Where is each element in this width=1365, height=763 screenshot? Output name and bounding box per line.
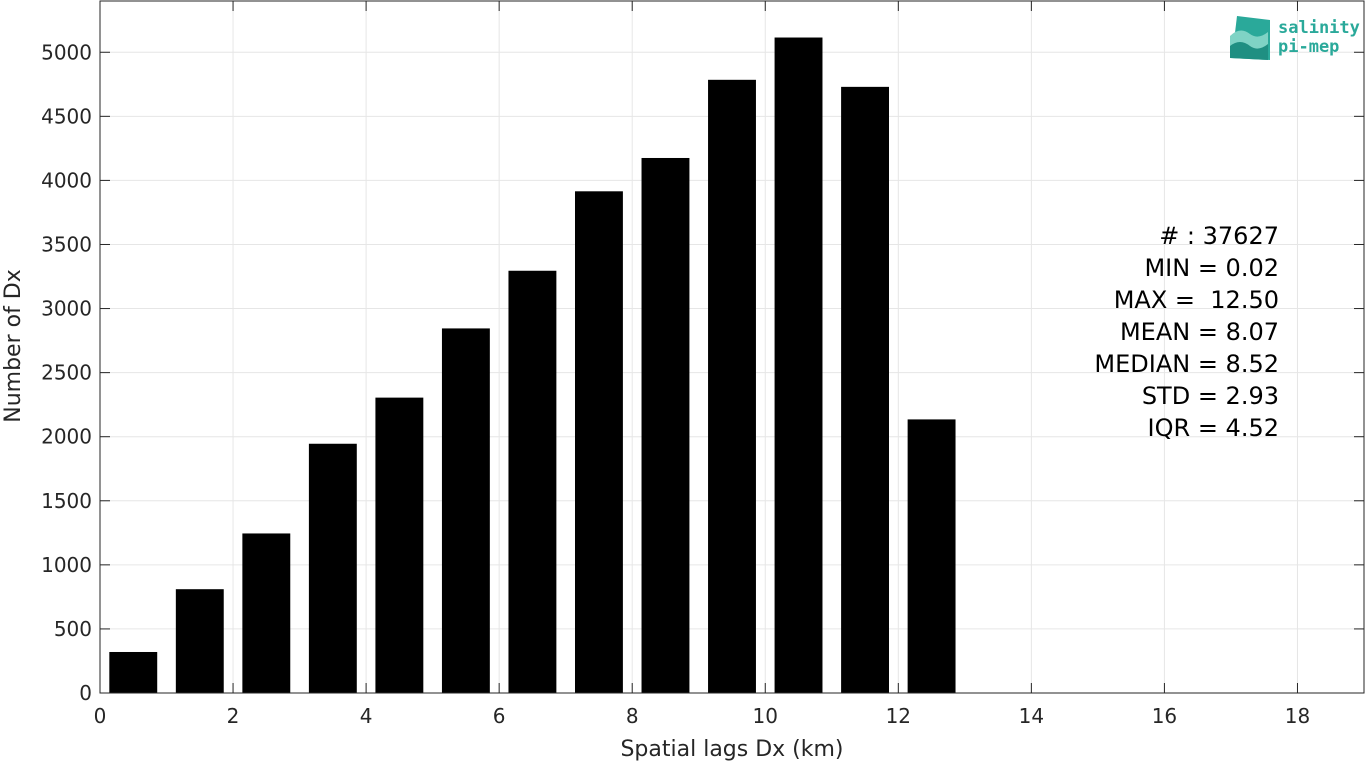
x-tick-label: 8 bbox=[626, 704, 639, 728]
histogram-bar bbox=[375, 397, 424, 693]
y-tick-label: 1500 bbox=[41, 489, 92, 513]
x-tick-label: 12 bbox=[886, 704, 911, 728]
histogram-bar bbox=[441, 328, 490, 693]
histogram-bar bbox=[574, 191, 623, 694]
histogram-bar bbox=[841, 86, 890, 694]
statistic-line: # : 37627 bbox=[1159, 222, 1279, 250]
y-tick-label: 2000 bbox=[41, 425, 92, 449]
y-axis-label: Number of Dx bbox=[1, 269, 26, 423]
logo-line-1: salinity bbox=[1278, 18, 1360, 38]
histogram-bar bbox=[907, 419, 956, 693]
y-tick-label: 500 bbox=[54, 617, 92, 641]
histogram-bar bbox=[308, 443, 357, 693]
bars bbox=[109, 37, 956, 694]
histogram-bar bbox=[175, 589, 224, 693]
histogram-bar bbox=[242, 533, 291, 693]
x-tick-label: 14 bbox=[1019, 704, 1044, 728]
y-tick-label: 4000 bbox=[41, 168, 92, 192]
x-tick-label: 6 bbox=[493, 704, 506, 728]
x-tick-label: 0 bbox=[94, 704, 107, 728]
statistic-line: MEAN = 8.07 bbox=[1120, 318, 1279, 346]
statistic-line: MAX = 12.50 bbox=[1114, 286, 1279, 314]
y-tick-label: 3000 bbox=[41, 297, 92, 321]
x-tick-labels: 0 2 4 6 8 10 12 14 16 18 bbox=[94, 704, 1311, 728]
salinity-pi-mep-logo: salinity pi-mep bbox=[1230, 16, 1360, 60]
x-tick-label: 10 bbox=[753, 704, 778, 728]
x-tick-label: 4 bbox=[360, 704, 373, 728]
histogram-bar bbox=[774, 37, 823, 694]
histogram-bar bbox=[708, 79, 756, 694]
x-tick-label: 16 bbox=[1152, 704, 1177, 728]
y-tick-labels: 0 500 1000 1500 2000 2500 3000 3500 4000 4500 5000 bbox=[41, 40, 92, 705]
logo-line-2: pi-mep bbox=[1278, 37, 1339, 57]
statistics-annotation: # : 37627 MIN = 0.02 MAX = 12.50 MEAN = 8.0… bbox=[1094, 222, 1279, 442]
x-tick-label: 2 bbox=[227, 704, 240, 728]
y-tick-label: 2500 bbox=[41, 361, 92, 385]
histogram-bar bbox=[641, 157, 690, 694]
y-tick-label: 1000 bbox=[41, 553, 92, 577]
axis-ticks bbox=[99, 1, 1364, 694]
histogram-bar bbox=[109, 651, 158, 693]
x-tick-label: 18 bbox=[1285, 704, 1310, 728]
axes-box bbox=[99, 0, 1365, 694]
statistic-line: MIN = 0.02 bbox=[1144, 254, 1279, 282]
x-axis-label: Spatial lags Dx (km) bbox=[620, 737, 843, 762]
wave-logo-icon bbox=[1230, 16, 1270, 60]
statistic-line: STD = 2.93 bbox=[1142, 382, 1279, 410]
y-tick-label: 5000 bbox=[41, 40, 92, 64]
statistic-line: IQR = 4.52 bbox=[1148, 414, 1279, 442]
y-tick-label: 0 bbox=[79, 681, 92, 705]
y-tick-label: 4500 bbox=[41, 104, 92, 128]
statistic-line: MEDIAN = 8.52 bbox=[1094, 350, 1279, 378]
y-tick-label: 3500 bbox=[41, 232, 92, 256]
histogram-bar bbox=[508, 270, 557, 693]
